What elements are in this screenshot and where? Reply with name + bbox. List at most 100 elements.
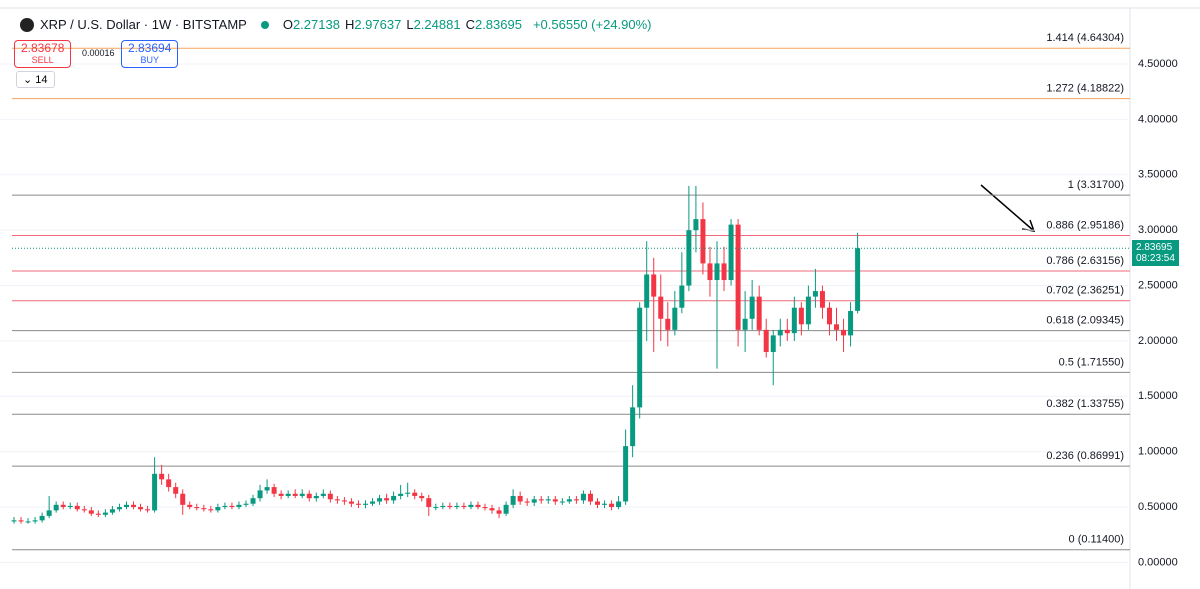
- candle-body: [616, 501, 622, 508]
- candle-body: [313, 495, 319, 499]
- fib-label: 0.618 (2.09345): [1046, 314, 1124, 326]
- candle-body: [433, 507, 439, 509]
- candle-body: [264, 487, 270, 491]
- candle-body: [721, 263, 727, 281]
- y-tick-label: 0.00000: [1138, 556, 1178, 568]
- candle-body: [194, 507, 200, 509]
- candle-body: [700, 219, 706, 264]
- candle-body: [834, 324, 840, 330]
- candle-body: [510, 495, 516, 505]
- y-tick-label: 1.00000: [1138, 446, 1178, 458]
- candle-body: [285, 493, 291, 496]
- candle-body: [123, 504, 129, 508]
- buy-price: 2.83694: [128, 41, 172, 55]
- candle-body: [32, 520, 38, 522]
- fib-label: 0 (0.11400): [1069, 534, 1124, 546]
- candle-body: [791, 307, 797, 334]
- candle-body: [88, 510, 94, 514]
- candle-body: [531, 499, 537, 503]
- candle-body: [18, 520, 24, 522]
- candle-body: [637, 307, 643, 408]
- candle-body: [95, 513, 101, 515]
- candle-body: [763, 329, 769, 352]
- ohlc-value: 2.83695: [474, 17, 522, 32]
- symbol: XRP / U.S. Dollar · 1W · BITSTAMP: [40, 17, 247, 32]
- candle-body: [271, 487, 277, 494]
- candle-body: [278, 493, 284, 496]
- fib-label: 0.786 (2.63156): [1046, 255, 1124, 267]
- sell-button[interactable]: 2.83678 SELL: [14, 40, 72, 68]
- arrow-head: [1021, 219, 1036, 232]
- candle-body: [665, 318, 671, 330]
- candle-body: [454, 505, 460, 508]
- ohlc-key: C: [465, 17, 475, 32]
- candle-body: [756, 296, 762, 330]
- candle-body: [215, 507, 221, 511]
- header: XRP / U.S. Dollar · 1W · BITSTAMP O2.271…: [20, 17, 652, 32]
- buy-label: BUY: [140, 55, 159, 65]
- candle-body: [693, 219, 699, 231]
- candle-body: [440, 505, 446, 508]
- price-label: 2.83695 08:23:54: [1132, 240, 1179, 267]
- candle-body: [229, 505, 235, 508]
- candle-body: [11, 520, 17, 522]
- candle-body: [173, 487, 179, 494]
- candle-body: [39, 515, 45, 521]
- candle-body: [784, 329, 790, 334]
- fib-label: 1 (3.31700): [1068, 179, 1124, 191]
- candle-body: [482, 507, 488, 509]
- sell-price: 2.83678: [21, 41, 65, 55]
- candle-body: [355, 503, 361, 505]
- ohlc-item: L2.24881: [406, 17, 460, 32]
- ohlc-value: 2.27138: [292, 17, 340, 32]
- candle-body: [187, 504, 193, 508]
- ohlc-item: H2.97637: [345, 17, 401, 32]
- candle-body: [489, 508, 495, 511]
- countdown: 08:23:54: [1136, 253, 1175, 265]
- candle-body: [594, 501, 600, 505]
- fib-label: 0.236 (0.86991): [1046, 450, 1124, 462]
- y-tick-label: 1.50000: [1138, 390, 1178, 402]
- candle-body: [159, 473, 165, 480]
- candle-body: [651, 274, 657, 297]
- logo: [20, 17, 34, 32]
- candle-body: [348, 501, 354, 504]
- candle-body: [461, 505, 467, 508]
- candle-body: [292, 493, 298, 496]
- candle-body: [707, 263, 713, 281]
- candle-body: [552, 499, 558, 502]
- candle-body: [644, 274, 650, 308]
- candle-body: [812, 291, 818, 297]
- candle-body: [496, 510, 502, 514]
- candle-body: [672, 307, 678, 330]
- buy-button[interactable]: 2.83694 BUY: [121, 40, 179, 68]
- candle-body: [370, 501, 376, 504]
- candle-body: [559, 501, 565, 503]
- candle-body: [166, 479, 172, 488]
- candle-body: [25, 521, 31, 523]
- candle-body: [517, 495, 523, 502]
- y-tick-label: 3.50000: [1138, 169, 1178, 181]
- candle-body: [208, 509, 214, 511]
- ohlc-item: C2.83695: [466, 17, 522, 32]
- candle-body: [749, 296, 755, 319]
- y-tick-label: 4.00000: [1138, 113, 1178, 125]
- candle-body: [630, 407, 636, 447]
- candle-body: [67, 505, 73, 508]
- candle-body: [609, 503, 615, 508]
- candle-body: [145, 509, 151, 511]
- candle-body: [341, 500, 347, 502]
- candle-body: [391, 495, 397, 501]
- candle-body: [426, 498, 432, 508]
- candle-body: [798, 307, 804, 325]
- indicator-value: 14: [35, 74, 48, 86]
- candle-body: [468, 504, 474, 508]
- candle-body: [714, 263, 720, 281]
- candle-body: [841, 329, 847, 336]
- ohlc-key: L: [406, 17, 414, 32]
- candle-body: [503, 504, 509, 514]
- candle-body: [524, 501, 530, 503]
- indicator-toggle[interactable]: ⌄ 14: [16, 71, 55, 88]
- candle-body: [102, 512, 108, 515]
- candle-body: [222, 505, 228, 508]
